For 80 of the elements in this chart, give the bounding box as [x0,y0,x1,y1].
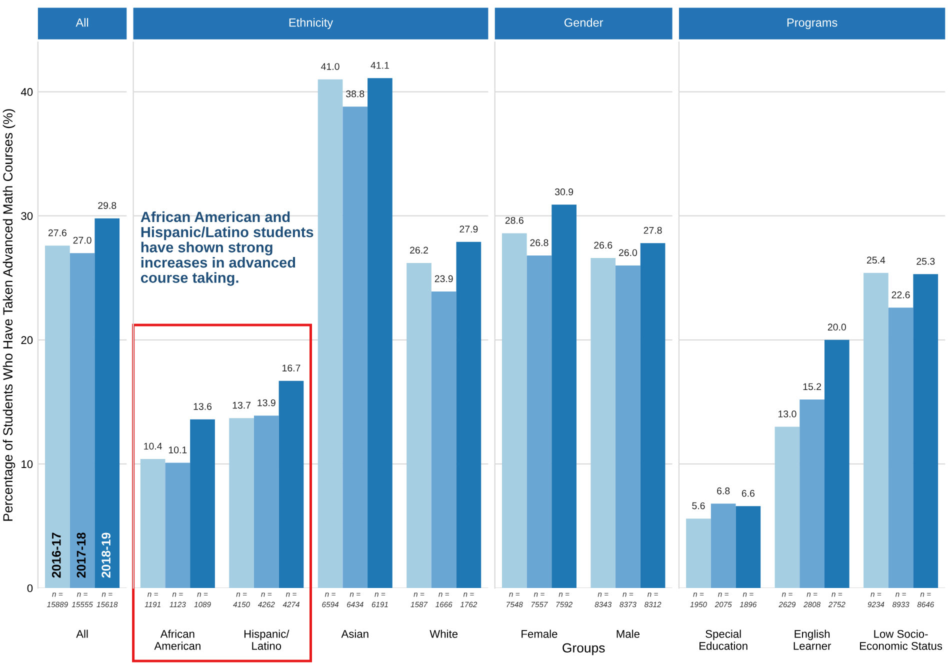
bar [640,243,666,588]
x-tick-label: Male [616,630,640,638]
bar [736,506,761,588]
chart-title: Ethnicity [289,18,334,30]
x-tick-label: Special Education [700,630,748,650]
bar [140,459,166,588]
data-label: 10.4 [144,442,162,450]
data-label: 22.6 [892,291,910,298]
bar [913,274,938,588]
y-tick-label: 30 [21,212,33,220]
y-tick-label: 20 [21,336,33,344]
data-label: 27.0 [73,236,92,244]
bar [368,78,392,588]
data-label: 27.8 [644,226,662,234]
bar [888,308,914,588]
bar [800,399,824,588]
bar [190,419,215,588]
bar [318,79,343,588]
y-tick-label: 10 [22,460,33,468]
x-axis-title: Groups [562,643,605,656]
x-tick-label: White [430,630,458,638]
data-label: 20.0 [828,324,846,331]
data-label: 13.0 [778,410,796,418]
data-label: 26.2 [410,246,428,254]
data-label: 13.7 [232,402,251,409]
bar [864,272,888,588]
data-label: 13.6 [194,403,212,410]
series-label: 2017-18 [76,532,86,578]
data-label: 28.6 [505,216,524,224]
chart-title: Programs [787,18,838,30]
bar [552,204,576,588]
bar [502,233,527,588]
x-tick-label: Hispanic/ Latino [244,630,290,650]
bar [526,256,552,588]
bar [278,380,304,588]
data-label: 15.2 [803,383,822,390]
data-label: 38.8 [346,90,364,98]
x-tick-label: Female [522,630,558,638]
bar [456,242,482,588]
bar [229,418,254,588]
bar [590,258,616,588]
data-label: 41.1 [370,62,389,69]
series-label: 2018-19 [102,532,110,578]
x-tick-label: Low Socio- Economic Status [860,630,942,650]
bar [686,518,711,588]
data-label: 6.8 [717,487,730,494]
bar [824,340,850,588]
chart-title: Gender [564,18,604,27]
bar [616,265,640,588]
data-label: 6.6 [742,490,755,497]
data-label: 29.8 [98,202,116,209]
data-label: 25.4 [866,256,886,264]
data-label: 27.6 [48,229,66,236]
data-label: 26.0 [618,249,638,256]
data-label: 30.9 [554,188,574,196]
data-label: 41.0 [321,63,340,70]
y-axis-title: Percentage of Students Who Have Taken Advanced Math Courses (%) [2,109,16,521]
data-label: 23.9 [434,275,453,282]
y-tick-label: 40 [20,88,33,96]
annotation: African American and Hispanic/Latino students have shown strong increases in advanced course taking. [140,211,314,286]
x-tick-label: Asian [341,630,368,638]
x-tick-label: English Learner [794,630,832,650]
bar [774,426,800,588]
data-label: 10.1 [168,446,187,454]
data-label: 27.9 [460,226,478,233]
x-tick-label: African American [154,630,200,650]
data-label: 26.8 [530,239,548,246]
bar [254,416,279,588]
bar [431,292,456,588]
data-label: 25.3 [916,258,935,265]
data-label: 5.6 [692,502,705,510]
series-label: 2016-17 [52,532,61,578]
bar [342,106,368,588]
bar [165,462,190,588]
y-tick-label: 0 [27,584,33,592]
bar [710,504,736,588]
data-label: 26.6 [594,242,612,249]
bar [406,262,432,588]
data-label: 13.9 [258,399,276,406]
data-label: 16.7 [282,364,300,372]
